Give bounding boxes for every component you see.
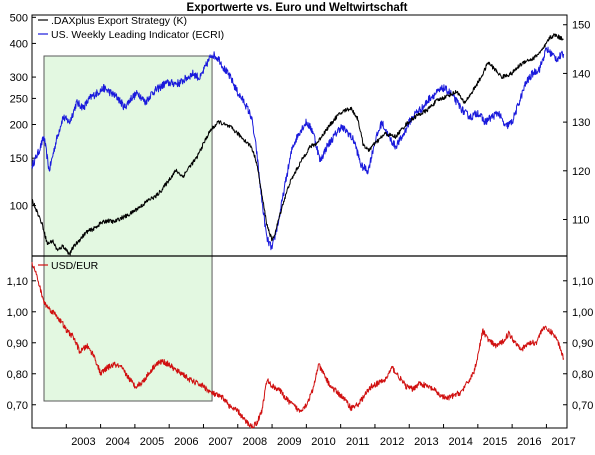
top-left-tick-label: 200 <box>10 120 28 132</box>
bottom-right-tick-label: 0,90 <box>572 338 593 350</box>
x-tick-label: 2011 <box>346 436 370 448</box>
top-left-tick-label: 100 <box>10 201 28 213</box>
x-tick-label: 2006 <box>174 436 198 448</box>
bottom-left-tick-label: 1,10 <box>7 276 28 288</box>
x-tick-label: 2012 <box>380 436 404 448</box>
top-right-tick-label: 140 <box>572 68 590 80</box>
top-highlight-box <box>43 55 213 257</box>
x-tick-label: 2015 <box>483 436 507 448</box>
x-tick-label: 2005 <box>140 436 164 448</box>
x-tick-label: 2014 <box>448 436 472 448</box>
top-left-tick-label: 300 <box>10 72 28 84</box>
top-right-tick-label: 120 <box>572 166 590 178</box>
top-left-tick-label: 150 <box>10 153 28 165</box>
x-tick-label: 2010 <box>311 436 335 448</box>
x-tick-label: 2007 <box>208 436 232 448</box>
chart-title: Exportwerte vs. Euro und Weltwirtschaft <box>187 2 408 14</box>
legend-label-0: .DAXplus Export Strategy (K) <box>51 15 187 27</box>
bottom-right-tick-label: 1,00 <box>572 307 593 319</box>
x-tick-label: 2009 <box>277 436 301 448</box>
top-right-tick-label: 110 <box>572 214 590 226</box>
top-left-tick-label: 400 <box>10 38 28 50</box>
bottom-right-tick-label: 0,70 <box>572 400 593 412</box>
x-tick-label: 2004 <box>105 436 129 448</box>
x-tick-label: 2003 <box>71 436 95 448</box>
bottom-right-tick-label: 1,10 <box>572 276 593 288</box>
bottom-right-tick-label: 0,80 <box>572 369 593 381</box>
series-line-ecri <box>31 46 565 251</box>
top-left-tick-label: 250 <box>10 93 28 105</box>
top-right-tick-label: 130 <box>572 117 590 129</box>
legend-label-1: US. Weekly Leading Indicator (ECRI) <box>51 29 224 41</box>
x-tick-label: 2017 <box>551 436 575 448</box>
x-tick-label: 2008 <box>243 436 267 448</box>
series-line-usd-eur <box>31 262 565 429</box>
series-line-dax <box>31 33 564 256</box>
x-tick-label: 2013 <box>414 436 438 448</box>
bottom-left-tick-label: 0,70 <box>7 400 28 412</box>
bottom-left-tick-label: 0,90 <box>7 338 28 350</box>
legend-label-usd: USD/EUR <box>51 260 99 272</box>
top-left-tick-label: 500 <box>10 12 28 24</box>
bottom-left-tick-label: 0,80 <box>7 369 28 381</box>
x-tick-label: 2016 <box>517 436 541 448</box>
bottom-left-tick-label: 1,00 <box>7 307 28 319</box>
top-right-tick-label: 150 <box>572 20 590 32</box>
